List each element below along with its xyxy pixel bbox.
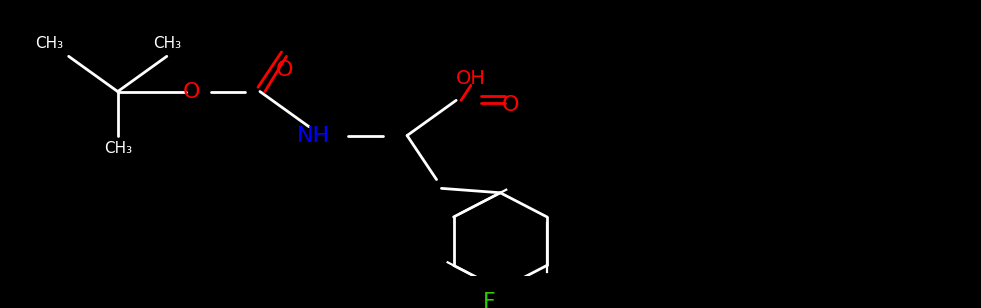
Text: CH₃: CH₃ (153, 36, 181, 51)
Text: O: O (501, 95, 519, 115)
Text: O: O (182, 82, 200, 102)
Text: CH₃: CH₃ (104, 141, 131, 156)
Text: NH: NH (297, 126, 331, 146)
Text: CH₃: CH₃ (35, 36, 63, 51)
Text: F: F (483, 292, 495, 308)
Text: OH: OH (456, 69, 486, 88)
Text: O: O (276, 59, 293, 79)
